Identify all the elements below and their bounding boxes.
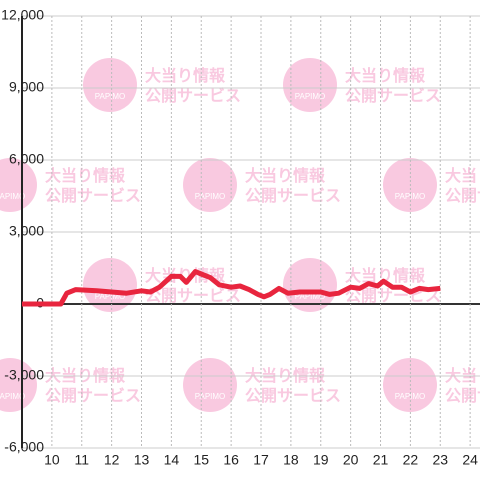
watermark-logo [283,258,337,312]
watermark-logo-text: PAPIMO [0,392,25,401]
watermark-text: 公開サービス [245,187,341,205]
watermark-logo-text: PAPIMO [195,192,226,201]
x-tick-label: 23 [432,452,448,468]
watermark-logo [183,158,237,212]
watermark-text: 公開サービス [445,387,480,405]
watermark-logo-text: PAPIMO [95,92,126,101]
x-tick-label: 17 [253,452,269,468]
watermark-text: 公開サービス [145,87,241,105]
watermark-text: 公開サービス [45,387,141,405]
watermark-text: 大当り情報 [245,166,326,185]
y-tick-label: 3,000 [9,223,44,239]
x-tick-label: 19 [313,452,329,468]
watermark-logo [183,358,237,412]
watermark-logo [0,158,37,212]
y-tick-label: 6,000 [9,151,44,167]
watermark-logo [83,58,137,112]
watermark-text: 公開サービス [345,87,441,105]
watermark-text: 公開サービス [245,387,341,405]
x-tick-label: 16 [223,452,239,468]
x-tick-label: 11 [74,452,89,468]
watermark-text: 公開サービス [45,187,141,205]
series-line [22,269,441,307]
watermark-text: 公開サービス [145,287,241,305]
watermark-logo-text: PAPIMO [295,292,326,301]
watermark-text: 公開サービス [445,187,480,205]
y-tick-label: 12,000 [1,7,44,23]
watermark-logo [83,258,137,312]
watermark-text: 大当り情報 [345,66,426,85]
x-tick-label: 20 [343,452,359,468]
watermark-text: 大当り情報 [345,266,426,285]
x-tick-label: 13 [134,452,150,468]
watermark-logo-text: PAPIMO [195,392,226,401]
x-tick-label: 15 [193,452,209,468]
y-tick-label: -3,000 [4,367,44,383]
x-tick-label: 12 [104,452,120,468]
x-tick-label: 22 [403,452,419,468]
watermark-logo-text: PAPIMO [0,192,25,201]
x-tick-label: 18 [283,452,299,468]
watermark-text: 大当り情報 [445,166,480,185]
watermark-logo-text: PAPIMO [295,92,326,101]
watermark-logo-text: PAPIMO [95,292,126,301]
x-tick-label: 10 [44,452,60,468]
x-tick-label: 14 [164,452,180,468]
watermark-text: 大当り情報 [145,66,226,85]
x-tick-label: 21 [373,452,389,468]
watermark-logo [283,58,337,112]
y-tick-label: -6,000 [4,439,44,455]
x-tick-label: 24 [462,452,478,468]
y-tick-label: 9,000 [9,79,44,95]
watermark-logo [0,358,37,412]
watermark-text: 大当り情報 [45,166,126,185]
